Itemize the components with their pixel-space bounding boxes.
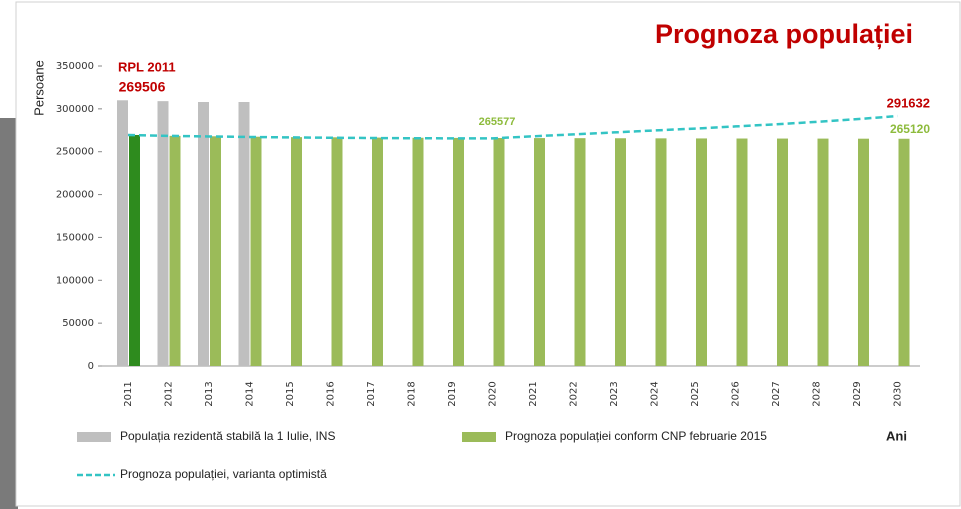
annotation: RPL 2011: [118, 59, 176, 74]
y-tick-label: 100000: [56, 275, 94, 286]
bar: [169, 135, 181, 366]
data-label: 265120: [890, 122, 930, 136]
bar: [412, 137, 424, 366]
x-tick-label: 2029: [852, 381, 863, 406]
x-tick-label: 2012: [164, 381, 175, 406]
data-label: 265577: [479, 116, 516, 128]
x-tick-label: 2023: [609, 381, 620, 406]
x-tick-label: 2025: [690, 381, 701, 406]
x-tick-label: 2022: [569, 381, 580, 406]
bar: [655, 138, 667, 366]
bar: [858, 138, 869, 366]
x-tick-label: 2024: [650, 381, 661, 406]
bar: [736, 138, 748, 366]
bar: [198, 102, 209, 366]
x-tick-label: 2026: [731, 381, 742, 406]
bar: [129, 134, 140, 366]
bar: [493, 138, 505, 366]
bar: [777, 138, 788, 366]
line: [127, 114, 898, 140]
bar: [238, 102, 250, 366]
bar: [250, 136, 262, 366]
legend-label: Populația rezidentă stabilă la 1 Iulie, …: [120, 429, 335, 443]
data-label: 269506: [119, 79, 166, 95]
bar: [534, 138, 545, 366]
bar: [615, 138, 626, 366]
legend-swatch: [462, 432, 496, 442]
x-tick-label: 2016: [326, 381, 337, 406]
x-tick-label: 2019: [447, 381, 458, 406]
x-tick-label: 2015: [285, 381, 296, 406]
x-tick-label: 2013: [204, 381, 215, 406]
x-tick-label: 2018: [407, 381, 418, 406]
x-tick-label: 2017: [366, 381, 377, 406]
y-tick-label: 350000: [56, 61, 94, 72]
y-tick-label: 200000: [56, 190, 94, 201]
x-tick-label: 2014: [245, 381, 256, 406]
chart-title: Prognoza populației: [655, 19, 913, 49]
x-axis-label: Ani: [886, 428, 907, 443]
bar: [331, 137, 343, 366]
x-tick-label: 2028: [812, 381, 823, 406]
x-tick-label: 2011: [123, 381, 134, 406]
bar: [291, 137, 302, 366]
y-tick-label: 250000: [56, 147, 94, 158]
bar: [574, 138, 586, 366]
bar: [453, 137, 464, 366]
y-tick-label: 0: [88, 361, 94, 372]
legend-label: Prognoza populației, varianta optimistă: [120, 467, 327, 481]
y-tick-label: 150000: [56, 232, 94, 243]
x-tick-label: 2021: [528, 381, 539, 406]
y-tick-label: 50000: [62, 318, 94, 329]
x-tick-label: 2027: [771, 381, 782, 406]
bar: [817, 138, 829, 366]
y-axis-label: Persoane: [31, 60, 46, 116]
side-photo: [0, 118, 18, 509]
bar: [117, 100, 128, 367]
bar: [696, 138, 707, 366]
x-tick-label: 2030: [893, 381, 904, 406]
legend-swatch: [77, 432, 111, 442]
bar: [157, 101, 169, 367]
bar: [898, 138, 910, 366]
legend-label: Prognoza populației conform CNP februari…: [505, 429, 767, 443]
x-tick-label: 2020: [488, 381, 499, 406]
bar: [210, 136, 221, 366]
y-tick-label: 300000: [56, 104, 94, 115]
data-label: 291632: [887, 95, 930, 110]
bar: [372, 137, 383, 366]
